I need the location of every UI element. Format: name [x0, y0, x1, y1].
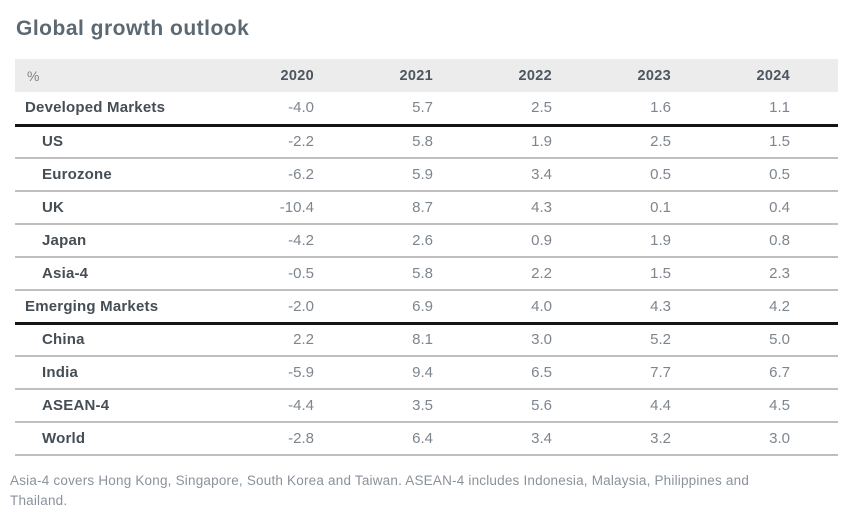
row-label: Asia-4 [42, 265, 89, 282]
cell-value: 0.8 [769, 232, 790, 249]
cell-value: 2.3 [769, 265, 790, 282]
cell-value: 0.9 [531, 232, 552, 249]
table-row-emerging-markets: Emerging Markets -2.0 6.9 4.0 4.3 4.2 [15, 290, 838, 323]
cell-value: 2.5 [531, 99, 552, 117]
cell-value: -10.4 [279, 199, 314, 216]
cell-value: 3.2 [650, 430, 671, 447]
row-label: Japan [42, 232, 87, 249]
cell-value: -6.2 [288, 166, 314, 183]
cell-value: -4.0 [288, 99, 314, 117]
cell-value: 2.2 [531, 265, 552, 282]
cell-value: 1.6 [650, 99, 671, 117]
cell-value: 5.8 [412, 265, 433, 282]
cell-value: -2.0 [288, 297, 314, 315]
cell-value: 8.7 [412, 199, 433, 216]
growth-outlook-table: % 2020 2021 2022 2023 2024 Developed Mar… [15, 59, 838, 456]
cell-value: 6.5 [531, 364, 552, 381]
cell-value: 1.1 [769, 99, 790, 117]
column-header-2024: 2024 [719, 59, 838, 92]
cell-value: 6.7 [769, 364, 790, 381]
row-label: Developed Markets [25, 99, 166, 117]
table-footnote: Asia-4 covers Hong Kong, Singapore, Sout… [10, 473, 750, 509]
table-row-eurozone: Eurozone -6.2 5.9 3.4 0.5 0.5 [15, 158, 838, 191]
cell-value: 1.5 [650, 265, 671, 282]
cell-value: 3.0 [769, 430, 790, 447]
cell-value: -2.8 [288, 430, 314, 447]
row-label: Eurozone [42, 166, 112, 183]
cell-value: -4.4 [288, 397, 314, 414]
table-row-uk: UK -10.4 8.7 4.3 0.1 0.4 [15, 191, 838, 224]
table-row-china: China 2.2 8.1 3.0 5.2 5.0 [15, 323, 838, 356]
cell-value: 4.0 [531, 297, 552, 315]
column-header-2023: 2023 [600, 59, 719, 92]
row-label: China [42, 331, 85, 349]
row-label: World [42, 430, 86, 447]
cell-value: 0.5 [769, 166, 790, 183]
cell-value: 0.4 [769, 199, 790, 216]
cell-value: -5.9 [288, 364, 314, 381]
cell-value: 2.2 [293, 331, 314, 349]
cell-value: 6.9 [412, 297, 433, 315]
column-header-2020: 2020 [243, 59, 362, 92]
cell-value: 3.4 [531, 166, 552, 183]
cell-value: 3.5 [412, 397, 433, 414]
table-row-asia-4: Asia-4 -0.5 5.8 2.2 1.5 2.3 [15, 257, 838, 290]
cell-value: 1.9 [650, 232, 671, 249]
cell-value: 0.5 [650, 166, 671, 183]
cell-value: -0.5 [288, 265, 314, 282]
cell-value: 1.9 [531, 133, 552, 151]
cell-value: 8.1 [412, 331, 433, 349]
row-label: Emerging Markets [25, 297, 159, 315]
table-row-asean-4: ASEAN-4 -4.4 3.5 5.6 4.4 4.5 [15, 389, 838, 422]
cell-value: 2.6 [412, 232, 433, 249]
cell-value: 5.9 [412, 166, 433, 183]
cell-value: 5.8 [412, 133, 433, 151]
cell-value: 4.2 [769, 297, 790, 315]
cell-value: 5.2 [650, 331, 671, 349]
page-title: Global growth outlook [16, 17, 250, 40]
row-label: ASEAN-4 [42, 397, 110, 414]
row-label: India [42, 364, 79, 381]
cell-value: 5.6 [531, 397, 552, 414]
cell-value: 6.4 [412, 430, 433, 447]
cell-value: 9.4 [412, 364, 433, 381]
cell-value: 4.3 [650, 297, 671, 315]
cell-value: 0.1 [650, 199, 671, 216]
cell-value: -2.2 [288, 133, 314, 151]
table-row-india: India -5.9 9.4 6.5 7.7 6.7 [15, 356, 838, 389]
row-label: UK [42, 199, 65, 216]
table-row-japan: Japan -4.2 2.6 0.9 1.9 0.8 [15, 224, 838, 257]
header-row: % 2020 2021 2022 2023 2024 [15, 59, 838, 92]
column-header-2022: 2022 [481, 59, 600, 92]
cell-value: 4.3 [531, 199, 552, 216]
table-row-world: World -2.8 6.4 3.4 3.2 3.0 [15, 422, 838, 455]
cell-value: 2.5 [650, 133, 671, 151]
table-row-us: US -2.2 5.8 1.9 2.5 1.5 [15, 125, 838, 158]
cell-value: -4.2 [288, 232, 314, 249]
column-header-2021: 2021 [362, 59, 481, 92]
row-label: US [42, 133, 64, 151]
cell-value: 3.4 [531, 430, 552, 447]
table-row-developed-markets: Developed Markets -4.0 5.7 2.5 1.6 1.1 [15, 92, 838, 125]
column-header-percent: % [15, 59, 243, 92]
cell-value: 5.0 [769, 331, 790, 349]
cell-value: 4.4 [650, 397, 671, 414]
cell-value: 3.0 [531, 331, 552, 349]
cell-value: 5.7 [412, 99, 433, 117]
cell-value: 1.5 [769, 133, 790, 151]
cell-value: 4.5 [769, 397, 790, 414]
cell-value: 7.7 [650, 364, 671, 381]
